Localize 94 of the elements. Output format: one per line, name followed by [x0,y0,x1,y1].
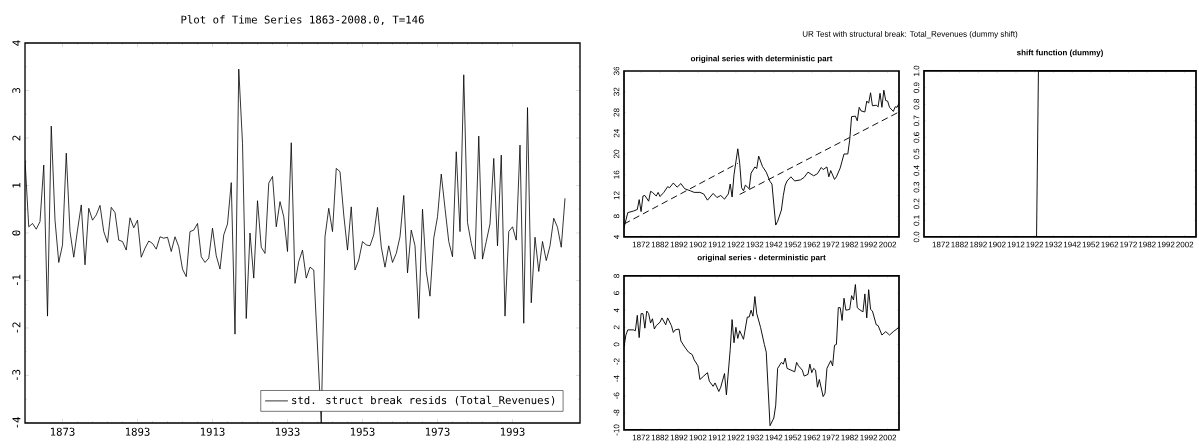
y-tick-label: 0.8 [913,98,920,110]
legend-label: std. struct break resids (Total_Revenues) [292,395,555,407]
y-tick-label: 24 [613,129,620,138]
x-tick-label: 1872 [932,241,950,248]
y-tick-label: 1.0 [913,65,920,76]
x-tick-label: 1972 [822,434,840,441]
chart-title: shift function (dummy) [1016,49,1103,57]
x-tick-label: 1932 [746,434,764,441]
y-tick-label: -4 [613,375,620,382]
x-tick-label: 1882 [651,241,669,248]
y-tick-label: 12 [613,191,620,200]
x-tick-label: 1972 [822,241,840,248]
x-tick-label: 1942 [1063,241,1081,248]
y-tick-label: 0.4 [913,165,920,176]
y-tick-label: 20 [613,149,620,159]
chart-title: UR Test with structural break: Total_Revenues (dummy shift) [802,30,1018,39]
y-tick-label: 0.7 [913,115,920,127]
x-tick-label: 2002 [879,241,897,248]
x-tick-label: 1982 [841,241,859,248]
x-tick-label: 1993 [500,427,525,436]
y-tick-label: 4 [613,234,620,240]
x-tick-label: 1912 [708,241,726,248]
y-tick-label: 0.5 [913,148,920,160]
y-tick-label: 0.9 [913,82,920,93]
y-tick-label: 0.1 [913,215,920,226]
x-tick-label: 1922 [727,241,745,248]
x-tick-label: 1922 [1026,241,1044,248]
y-tick-label: 0.2 [913,198,920,210]
y-tick-label: -2 [12,322,21,333]
y-tick-label: 4 [613,308,620,313]
chart-title: Plot of Time Series 1863-2008.0, T=146 [181,15,424,25]
y-tick-label: 28 [613,108,620,117]
y-tick-label: 1 [12,183,21,188]
y-tick-label: 2 [613,325,620,330]
y-tick-label: -6 [613,392,620,399]
x-tick-label: 1882 [651,434,669,441]
y-tick-label: 4 [12,40,21,46]
x-tick-label: 1962 [803,434,821,441]
y-tick-label: 2 [12,135,21,141]
y-tick-label: 16 [613,170,620,179]
y-tick-label: 6 [613,291,620,295]
y-tick-label: 32 [613,87,620,96]
x-tick-label: 1952 [784,434,802,441]
y-tick-label: -4 [12,417,21,428]
x-tick-label: 1912 [1007,241,1025,248]
y-tick-label: 0 [613,342,620,347]
y-tick-label: 0 [12,230,21,236]
x-tick-label: 1922 [727,434,745,441]
x-tick-label: 1872 [632,434,650,441]
x-tick-label: 1972 [1120,241,1137,248]
x-tick-label: 1992 [1157,241,1175,248]
y-tick-label: 36 [613,66,620,76]
y-tick-label: 8 [613,274,620,278]
x-tick-label: 1982 [1138,241,1156,248]
x-tick-label: 1872 [632,241,650,248]
x-tick-label: 1932 [746,241,764,248]
chart-subtitle: original series with deterministic part [690,55,833,63]
x-tick-label: 1882 [951,241,969,248]
x-tick-label: 1953 [350,427,375,436]
y-tick-label: -8 [613,409,620,417]
y-tick-label: -2 [613,358,620,365]
y-tick-label: 0.3 [913,181,920,193]
chart-title: original series - deterministic part [697,254,826,262]
x-tick-label: 1912 [708,434,726,441]
x-tick-label: 1992 [860,434,878,441]
x-tick-label: 1982 [841,434,859,441]
y-tick-label: -10 [613,424,620,436]
x-tick-label: 1962 [803,241,821,248]
y-tick-label: 3 [12,88,21,93]
x-tick-label: 1902 [988,241,1006,248]
x-tick-label: 1962 [1101,241,1119,248]
y-tick-label: 0.0 [913,231,920,243]
x-tick-label: 1992 [860,241,878,248]
x-tick-label: 1973 [425,427,450,436]
x-tick-label: 1933 [275,427,300,436]
y-tick-label: -1 [12,274,21,286]
x-tick-label: 1892 [670,241,688,248]
x-tick-label: 1873 [50,427,75,436]
x-tick-label: 1892 [670,434,688,441]
x-tick-label: 1902 [689,434,707,441]
x-tick-label: 1892 [970,241,987,248]
x-tick-label: 2002 [1176,241,1194,248]
x-tick-label: 1902 [689,241,707,248]
x-tick-label: 1913 [200,427,225,436]
x-tick-label: 1932 [1045,241,1062,248]
x-tick-label: 1942 [765,434,783,441]
x-tick-label: 2002 [879,434,897,441]
x-tick-label: 1952 [784,241,802,248]
x-tick-label: 1952 [1082,241,1100,248]
y-tick-label: 0.6 [913,132,920,143]
x-tick-label: 1893 [125,427,150,436]
y-tick-label: -3 [12,369,21,381]
y-tick-label: 8 [613,214,620,219]
x-tick-label: 1942 [765,241,783,248]
